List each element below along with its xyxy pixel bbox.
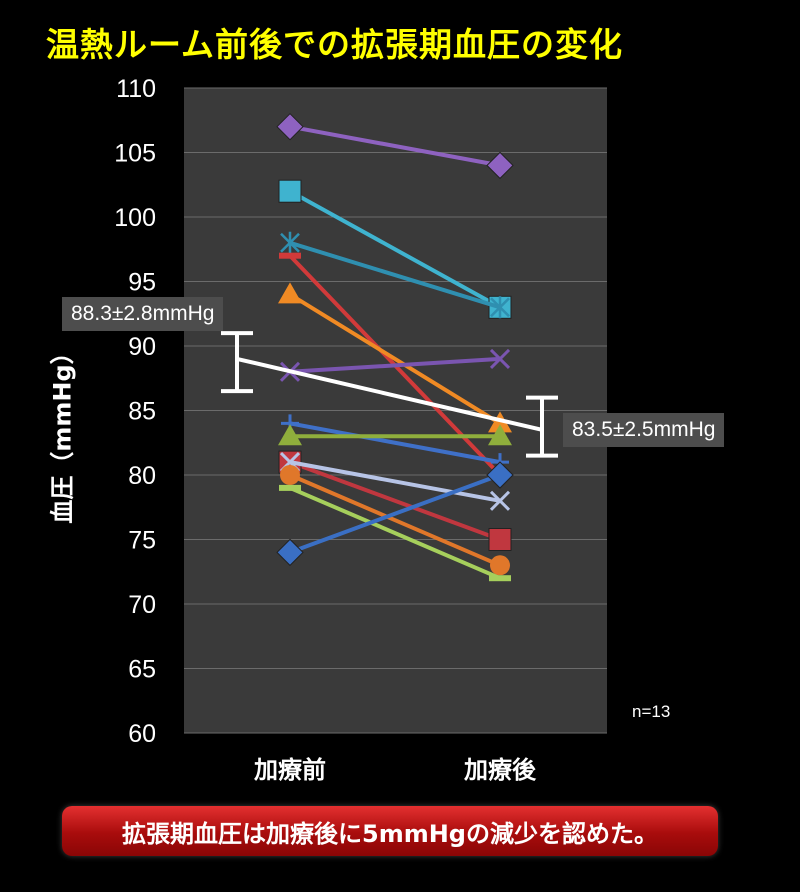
series-line (288, 240, 502, 310)
square-marker (278, 179, 302, 203)
y-tick-label: 110 (116, 75, 156, 103)
triangle-marker (278, 424, 302, 446)
y-tick-label: 95 (128, 269, 156, 297)
y-tick-label: 90 (128, 333, 156, 361)
diamond-marker (276, 112, 304, 141)
series-line (288, 292, 502, 426)
y-tick-label: 105 (114, 140, 156, 168)
y-tick-labels: 60 65 70 75 80 85 90 95 100 105 110 (114, 75, 156, 748)
dash-marker (279, 252, 301, 259)
series-layer (276, 112, 514, 582)
y-tick-label: 70 (128, 591, 156, 619)
series-line (288, 485, 502, 581)
stat-annotation-before: 88.3±2.8mmHg (62, 297, 224, 331)
x-tick-label: 加療後 (464, 756, 537, 784)
stat-annotation-after: 83.5±2.5mmHg (563, 413, 725, 447)
series-line (288, 124, 502, 168)
series-8 (278, 424, 512, 446)
dash-marker (279, 484, 301, 491)
series-12 (279, 484, 511, 582)
x-marker (489, 348, 511, 369)
y-tick-label: 80 (128, 462, 156, 490)
x-tick-labels: 加療前 加療後 (254, 756, 537, 784)
y-tick-label: 75 (128, 527, 156, 555)
diamond-marker (486, 151, 514, 180)
series-11 (280, 465, 510, 576)
grid-lines (184, 87, 607, 734)
x-tick-label: 加療前 (254, 756, 326, 784)
error-bar (526, 395, 558, 458)
circle-marker (490, 555, 510, 576)
series-1 (276, 112, 514, 180)
diamond-marker (276, 538, 304, 567)
mean-line (236, 356, 543, 432)
chart-title: 温熱ルーム前後での拡張期血圧の変化 (46, 25, 624, 64)
y-tick-label: 85 (128, 398, 156, 426)
diamond-marker (486, 461, 514, 489)
sample-size-label: n=13 (632, 702, 671, 721)
series-line (288, 473, 502, 555)
series-line (288, 356, 502, 374)
y-tick-label: 60 (128, 720, 156, 748)
series-line (288, 189, 502, 310)
square-marker (488, 528, 512, 551)
series-line (288, 460, 502, 542)
x-marker (489, 490, 511, 511)
triangle-marker (278, 282, 302, 304)
circle-marker (280, 465, 300, 485)
y-axis-label: 血圧（mmHg） (48, 340, 77, 524)
triangle-marker (488, 424, 512, 446)
series-line (288, 421, 502, 465)
y-tick-label: 65 (128, 656, 156, 684)
conclusion-banner: 拡張期血圧は加療後に5mmHgの減少を認めた。 (62, 806, 718, 856)
star-marker (280, 231, 300, 254)
series-line (288, 473, 502, 568)
error-bar (221, 331, 253, 394)
series-3 (280, 231, 510, 319)
y-tick-label: 100 (114, 204, 156, 232)
dash-marker (489, 575, 511, 582)
series-13 (276, 461, 514, 567)
series-line (288, 460, 502, 503)
star-marker (490, 296, 510, 319)
mean-layer (221, 331, 558, 458)
